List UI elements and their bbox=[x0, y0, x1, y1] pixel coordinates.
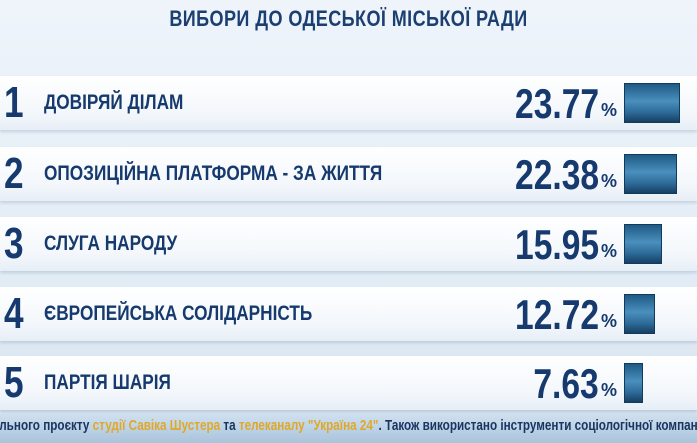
ticker-highlight: студії Савіка Шустера bbox=[92, 417, 221, 434]
data-label: 7.63 bbox=[533, 360, 599, 407]
result-row: 5 ПАРТІЯ ШАРІЯ 7.63% bbox=[0, 356, 697, 410]
party-name: ЄВРОПЕЙСЬКА СОЛІДАРНІСТЬ bbox=[44, 302, 313, 325]
result-row: 1 ДОВІРЯЙ ДІЛАМ 23.77% bbox=[0, 76, 697, 130]
percent-sign: % bbox=[601, 171, 618, 191]
chart-title: ВИБОРИ ДО ОДЕСЬКОЇ МІСЬКОЇ РАДИ bbox=[169, 6, 528, 31]
data-label: 23.77 bbox=[514, 80, 599, 127]
rank-number: 1 bbox=[4, 78, 24, 127]
bar bbox=[624, 363, 644, 403]
party-name: ОПОЗИЦІЙНА ПЛАТФОРМА - ЗА ЖИТТЯ bbox=[44, 162, 383, 185]
news-ticker: ільного проєкту студії Савіка Шустера та… bbox=[0, 414, 697, 443]
result-row: 3 СЛУГА НАРОДУ 15.95% bbox=[0, 217, 697, 271]
ticker-part: . Також використано інструменти соціолог… bbox=[378, 417, 697, 434]
bar bbox=[624, 83, 681, 123]
bar bbox=[624, 294, 655, 334]
data-label: 15.95 bbox=[514, 221, 599, 268]
rank-number: 5 bbox=[4, 358, 24, 407]
ticker-highlight: телеканалу "Україна 24" bbox=[238, 417, 379, 434]
percent-sign: % bbox=[601, 311, 618, 331]
rank-number: 2 bbox=[4, 149, 24, 198]
percent-sign: % bbox=[601, 380, 618, 400]
ticker-text: ільного проєкту студії Савіка Шустера та… bbox=[0, 417, 697, 434]
data-label: 22.38 bbox=[514, 151, 599, 198]
bar bbox=[624, 154, 678, 194]
rank-number: 4 bbox=[4, 289, 24, 338]
ticker-part: та bbox=[220, 417, 239, 434]
data-label: 12.72 bbox=[514, 291, 599, 338]
party-name: СЛУГА НАРОДУ bbox=[44, 232, 178, 255]
ticker-part: ільного проєкту bbox=[0, 417, 93, 434]
result-row: 2 ОПОЗИЦІЙНА ПЛАТФОРМА - ЗА ЖИТТЯ 22.38% bbox=[0, 147, 697, 201]
result-row: 4 ЄВРОПЕЙСЬКА СОЛІДАРНІСТЬ 12.72% bbox=[0, 287, 697, 341]
party-name: ДОВІРЯЙ ДІЛАМ bbox=[44, 91, 184, 114]
percent-sign: % bbox=[601, 241, 618, 261]
bar bbox=[624, 224, 663, 264]
percent-sign: % bbox=[601, 100, 618, 120]
rank-number: 3 bbox=[4, 219, 24, 268]
party-name: ПАРТІЯ ШАРІЯ bbox=[44, 371, 171, 394]
